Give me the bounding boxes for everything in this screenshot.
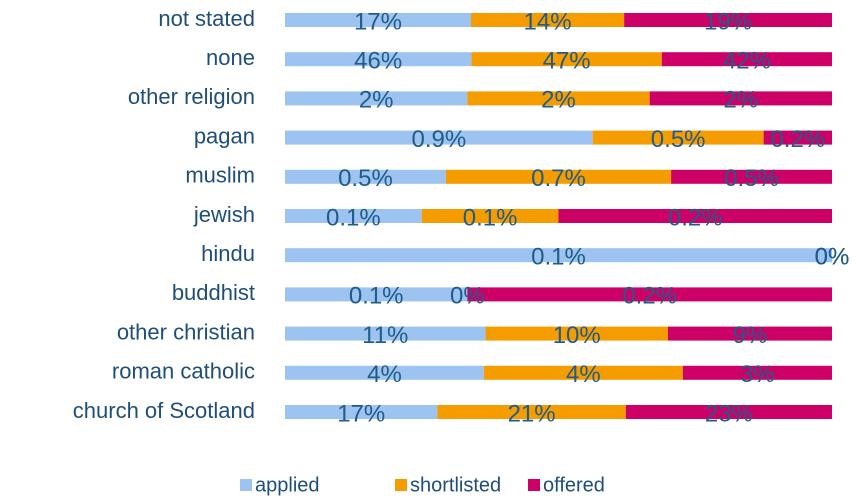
bar-segment bbox=[285, 130, 593, 145]
value-label: 0.1% bbox=[463, 204, 518, 231]
legend-label: offered bbox=[543, 474, 605, 496]
bar-segment bbox=[285, 365, 484, 380]
bar-segment bbox=[285, 169, 446, 184]
value-label: 0.5% bbox=[651, 126, 706, 153]
bar-segment bbox=[285, 209, 422, 223]
bar-segment bbox=[763, 130, 832, 145]
bar-segment bbox=[437, 405, 626, 419]
bar-segment bbox=[558, 209, 832, 223]
category-label: roman catholic bbox=[112, 359, 255, 384]
value-label: 19% bbox=[704, 8, 752, 35]
bar-segment bbox=[285, 91, 468, 106]
bar-segment bbox=[285, 405, 438, 419]
category-label: jewish bbox=[193, 202, 255, 227]
value-label: 2% bbox=[359, 87, 394, 114]
legend-label: applied bbox=[255, 474, 320, 496]
bar-segment bbox=[625, 405, 832, 419]
value-label: 2% bbox=[541, 87, 576, 114]
bar-segment bbox=[467, 91, 650, 106]
value-label: 4% bbox=[367, 361, 402, 388]
legend-swatch bbox=[395, 479, 407, 491]
value-label: 47% bbox=[543, 48, 591, 75]
value-label: 0.5% bbox=[338, 165, 393, 192]
category-label: none bbox=[206, 45, 255, 70]
value-label: 11% bbox=[362, 322, 408, 349]
category-label: not stated bbox=[158, 6, 255, 31]
bar-segment bbox=[470, 13, 625, 27]
value-label: 10% bbox=[553, 322, 601, 349]
category-label: other religion bbox=[128, 84, 255, 109]
legend-swatch bbox=[528, 479, 540, 491]
value-label: 0.2% bbox=[770, 126, 825, 153]
value-label: 0.7% bbox=[531, 165, 586, 192]
value-label: 0% bbox=[450, 283, 485, 310]
value-label: 23% bbox=[705, 400, 753, 427]
value-label: 14% bbox=[524, 8, 572, 35]
bar-segment bbox=[624, 13, 832, 27]
bar-segment bbox=[649, 91, 832, 106]
value-label: 17% bbox=[354, 8, 402, 35]
bar-segment bbox=[483, 365, 683, 380]
bar-segment bbox=[485, 326, 668, 341]
bar-segment bbox=[667, 326, 832, 341]
value-label: 0.2% bbox=[622, 283, 677, 310]
category-label: muslim bbox=[185, 163, 255, 188]
value-label: 0% bbox=[815, 244, 850, 271]
bar-segment bbox=[471, 52, 662, 67]
value-label: 4% bbox=[566, 361, 601, 388]
bar-segment bbox=[592, 130, 764, 145]
bar-segment bbox=[467, 287, 832, 302]
value-label: 42% bbox=[723, 48, 771, 75]
bar-segment bbox=[661, 52, 832, 67]
value-label: 3% bbox=[740, 361, 775, 388]
legend-label: shortlisted bbox=[410, 474, 501, 496]
category-label: buddhist bbox=[172, 280, 255, 305]
category-label: pagan bbox=[194, 123, 255, 148]
bar-segment bbox=[285, 326, 486, 341]
value-label: 17% bbox=[337, 400, 385, 427]
category-label: church of Scotland bbox=[73, 398, 255, 423]
category-label: other christian bbox=[117, 319, 255, 344]
bar-segment bbox=[285, 52, 472, 67]
bar-segment bbox=[682, 365, 832, 380]
value-label: 0.5% bbox=[724, 165, 779, 192]
value-label: 46% bbox=[354, 48, 402, 75]
value-label: 0.1% bbox=[531, 244, 586, 271]
bar-segment bbox=[285, 287, 468, 302]
bar-segment bbox=[285, 248, 832, 263]
value-label: 9% bbox=[733, 322, 768, 349]
bar-segment bbox=[421, 209, 559, 223]
value-label: 0.9% bbox=[411, 126, 466, 153]
value-label: 0.1% bbox=[326, 204, 381, 231]
value-label: 2% bbox=[723, 87, 758, 114]
value-label: 0% bbox=[815, 244, 850, 271]
value-label: 0.1% bbox=[349, 283, 404, 310]
bar-segment bbox=[445, 169, 672, 184]
value-label: 21% bbox=[508, 400, 556, 427]
legend-swatch bbox=[240, 479, 252, 491]
value-label: 0.2% bbox=[668, 204, 723, 231]
bar-segment bbox=[285, 13, 471, 27]
bar-segment bbox=[671, 169, 832, 184]
category-label: hindu bbox=[201, 241, 255, 266]
